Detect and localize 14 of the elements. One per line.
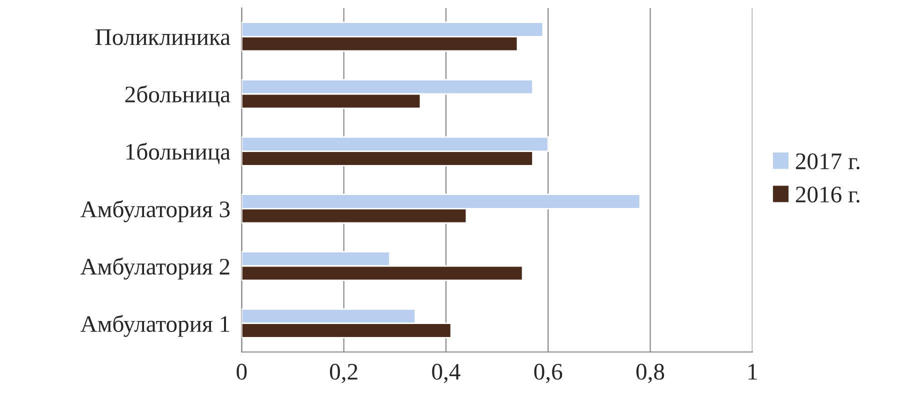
- y-tick-label: Амбулатория 1: [80, 314, 230, 337]
- x-tick-label: 1: [748, 364, 757, 380]
- y-tick-label: Амбулатория 2: [80, 258, 230, 280]
- x-tick-label: 0,8: [636, 364, 664, 384]
- x-tick-label: 0,4: [432, 364, 460, 384]
- x-tick-label: 0,2: [330, 364, 358, 384]
- y-tick-label: 2больница: [125, 85, 230, 107]
- x-tick-label: 0: [236, 364, 247, 380]
- y-tick-label: Поликлиника: [96, 29, 230, 46]
- y-tick-label: Амбулатория 3: [80, 200, 230, 222]
- y-tick-label: 1больница: [126, 142, 230, 164]
- x-tick-label: 0,6: [534, 364, 562, 384]
- legend-label: 2017 г.: [796, 153, 860, 170]
- legend-label: 2016 г.: [796, 186, 860, 203]
